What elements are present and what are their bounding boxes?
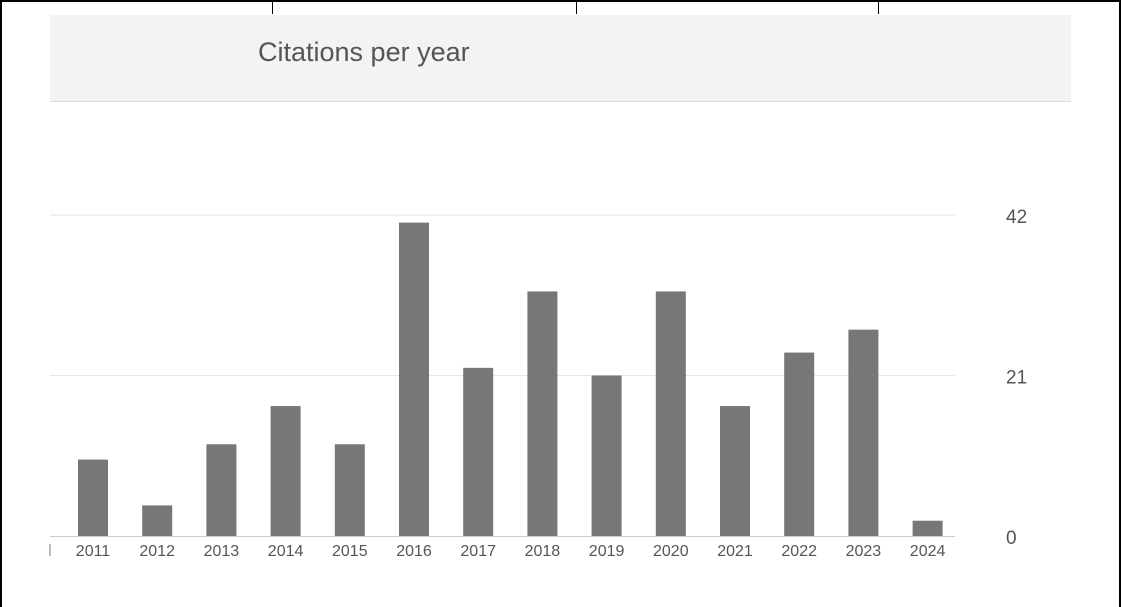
x-tick-label: 2011	[76, 543, 111, 560]
y-tick-label: 42	[1006, 207, 1027, 228]
x-tick-label: 2012	[139, 543, 175, 560]
table-column-divider	[878, 0, 879, 14]
y-tick-label: 0	[1006, 528, 1017, 549]
table-border-top	[0, 0, 1121, 2]
x-tick-label: 2022	[781, 543, 817, 560]
x-tick-label: 2016	[396, 543, 432, 560]
x-tick-label: 2021	[717, 543, 753, 560]
x-tick-label: 2017	[460, 543, 496, 560]
x-tick-label: 2014	[268, 543, 304, 560]
x-tick-label: 2018	[525, 543, 561, 560]
table-border-right	[1119, 0, 1121, 607]
x-tick-label: 2019	[589, 543, 625, 560]
bar	[334, 444, 365, 536]
chart-title: Citations per year	[258, 37, 470, 67]
x-tick-label: 2024	[910, 543, 946, 560]
bar	[591, 375, 622, 536]
bar	[784, 352, 815, 536]
bar	[463, 367, 494, 536]
x-tick-label: 2020	[653, 543, 689, 560]
bar	[848, 329, 879, 536]
bar	[912, 520, 943, 536]
x-tick-label: 2023	[846, 543, 882, 560]
x-tick-label: 2013	[204, 543, 240, 560]
bar	[206, 444, 237, 536]
table-column-divider	[272, 0, 273, 14]
bar	[720, 406, 750, 536]
y-tick-label: 21	[1006, 368, 1027, 389]
bar	[527, 291, 558, 536]
bar	[78, 459, 108, 536]
bar	[270, 406, 301, 536]
x-tick-label: 2015	[332, 543, 368, 560]
table-column-divider	[576, 0, 577, 14]
bar	[399, 222, 429, 536]
bar	[142, 505, 173, 536]
chart-header	[50, 15, 1071, 102]
bar	[655, 291, 686, 536]
table-border-left	[0, 0, 2, 607]
